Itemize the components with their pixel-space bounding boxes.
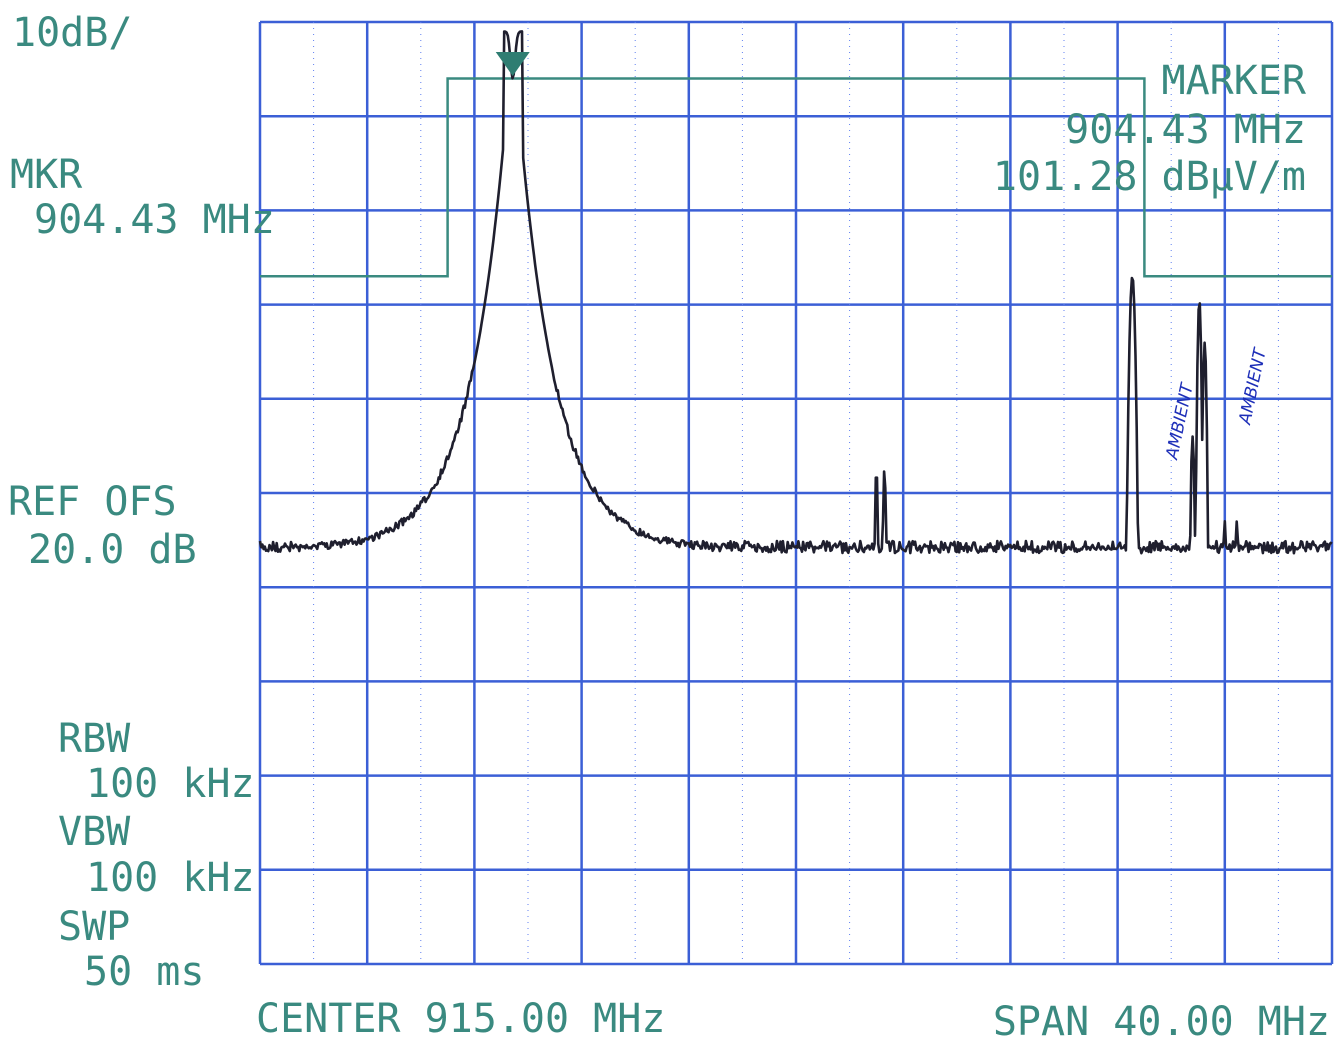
vbw-label: VBW: [58, 809, 131, 855]
limit-line: [260, 77, 1332, 278]
ref-ofs-value: 20.0 dB: [28, 527, 197, 573]
ref-ofs-label: REF OFS: [8, 479, 177, 525]
center-frequency: CENTER 915.00 MHz: [256, 996, 665, 1042]
rbw-value: 100 kHz: [86, 761, 255, 807]
marker-triangle-icon: [495, 52, 530, 76]
marker-level: 101.28 dBµV/m: [993, 154, 1306, 200]
mkr-label: MKR: [10, 152, 83, 198]
swp-value: 50 ms: [84, 949, 204, 995]
rbw-label: RBW: [58, 716, 131, 762]
grid: [258, 20, 1334, 966]
marker-title: MARKER: [1162, 58, 1307, 104]
marker-frequency: 904.43 MHz: [1065, 107, 1306, 153]
span-frequency: SPAN 40.00 MHz: [993, 999, 1330, 1042]
swp-label: SWP: [58, 904, 130, 950]
vbw-value: 100 kHz: [86, 855, 255, 901]
spectrum-trace: [258, 30, 1333, 555]
scale-label: 10dB/: [12, 10, 132, 56]
mkr-value: 904.43 MHz: [34, 197, 275, 243]
ambient-note-2: AMBIENT: [1235, 345, 1271, 427]
